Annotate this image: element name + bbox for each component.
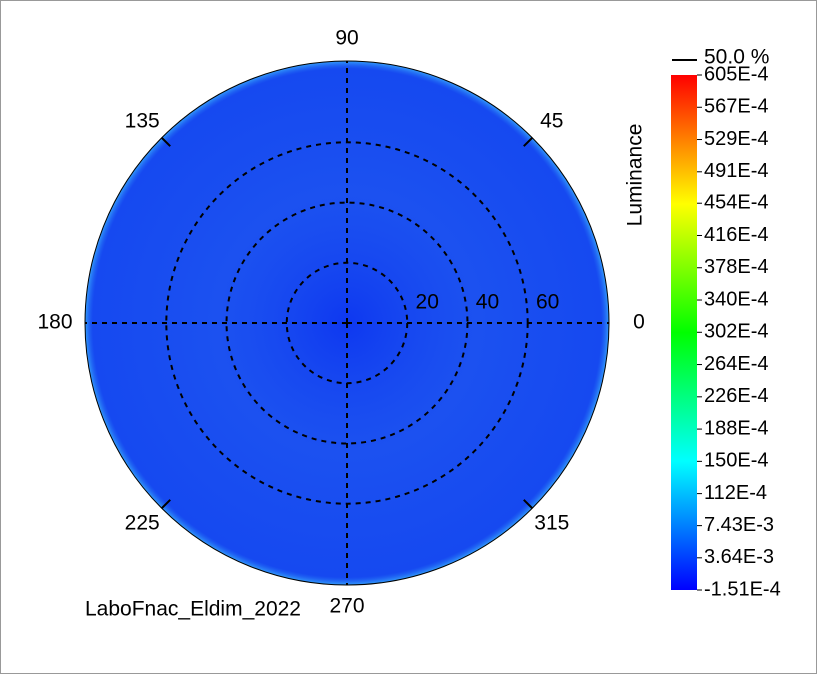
angle-tick (161, 137, 171, 147)
angle-tick (161, 499, 171, 509)
colorbar-tick-label: 340E-4 (704, 288, 769, 310)
colorbar-tick-label: 567E-4 (704, 96, 769, 118)
colorbar-label: Luminance (624, 124, 647, 227)
radial-tick-label: 40 (476, 291, 499, 314)
colorbar-tick-label: 605E-4 (704, 63, 769, 85)
angle-tick-label: 90 (335, 27, 358, 50)
colorbar-tick-label: 529E-4 (704, 128, 769, 150)
radial-tick-label: 20 (416, 291, 439, 314)
footer: LaboFnac_Eldim_2022 (85, 598, 301, 621)
angle-tick-label: 0 (633, 311, 645, 334)
angle-tick (523, 137, 533, 147)
angle-tick-label: 225 (125, 511, 160, 534)
angle-tick (523, 499, 533, 509)
colorbar (671, 75, 697, 590)
colorbar-tick-label: 454E-4 (704, 191, 769, 213)
radial-tick-label: 60 (536, 291, 559, 314)
colorbar-tick-label: -1.51E-4 (704, 578, 781, 600)
angle-tick-label: 315 (534, 511, 569, 534)
colorbar-tick-label: 112E-4 (704, 482, 767, 504)
colorbar-tick-label: 302E-4 (704, 321, 769, 343)
colorbar-tick-label: 264E-4 (704, 353, 769, 375)
angle-tick-label: 270 (329, 595, 364, 618)
angle-tick-label: 45 (540, 110, 563, 133)
angle-tick-label: 180 (37, 311, 72, 334)
colorbar-tick-label: 226E-4 (704, 385, 769, 407)
colorbar-ticks: -1.51E-4 3.64E-3 7.43E-3 112E-4 150E-4 188E-4… (697, 63, 781, 600)
colorbar-tick-label: 491E-4 (704, 160, 769, 182)
colorbar-tick-label: 188E-4 (704, 417, 769, 439)
angle-tick-label: 135 (125, 110, 160, 133)
colorbar-tick-label: 150E-4 (704, 450, 769, 472)
colorbar-tick-label: 416E-4 (704, 224, 769, 246)
colorbar-tick-label: 7.43E-3 (704, 514, 774, 536)
colorbar-tick-label: 378E-4 (704, 256, 769, 278)
marker-label: 50.0 % (704, 46, 769, 69)
colorbar-tick-label: 3.64E-3 (704, 546, 774, 568)
